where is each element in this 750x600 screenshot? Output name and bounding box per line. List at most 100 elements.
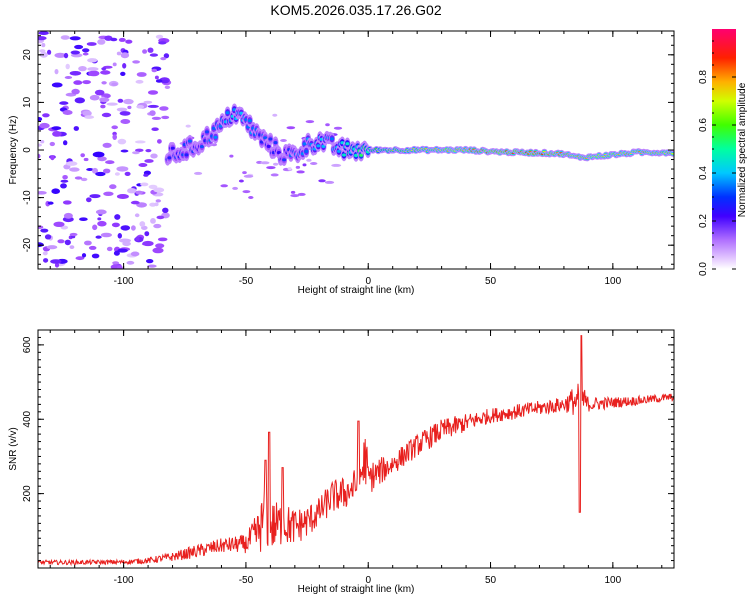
spectrogram-ridge-core <box>187 139 192 143</box>
spectrogram-noise-blob <box>143 100 153 104</box>
spectrogram-noise-blob <box>117 233 123 239</box>
spectrogram-xtick-label: -50 <box>239 276 254 287</box>
spectrogram-noise-blob <box>101 112 112 118</box>
spectrogram-noise-blob <box>127 188 137 194</box>
spectrogram-ytick-label: 10 <box>22 96 33 108</box>
spectrogram-noise-blob <box>87 67 99 71</box>
snr-xlabel: Height of straight line (km) <box>298 584 415 595</box>
spectrogram-noise-blob <box>60 179 69 183</box>
spectrogram-noise-blob <box>51 82 63 88</box>
spectrogram-noise-blob <box>120 52 130 59</box>
spectrogram-ylabel: Frequency (Hz) <box>8 116 19 185</box>
spectrogram-noise-blob <box>260 161 270 165</box>
colorbar-tick-label: 0.0 <box>698 262 709 276</box>
spectrogram-noise-blob <box>123 98 134 105</box>
snr-ytick-label: 400 <box>22 410 33 427</box>
colorbar-tick-label: 0.2 <box>698 214 709 228</box>
spectrogram-noise-blob <box>42 113 50 118</box>
spectrogram-noise-blob <box>155 243 165 249</box>
spectrogram-noise-blob <box>102 142 112 148</box>
spectrogram-noise-blob <box>114 214 121 220</box>
spectrogram-noise-blob <box>157 139 162 144</box>
spectrogram-noise-blob <box>114 172 120 176</box>
spectrogram-noise-blob <box>92 224 98 231</box>
spectrogram-noise-blob <box>287 167 292 171</box>
spectrogram-ridge-core <box>276 151 281 155</box>
spectrogram-noise-blob <box>272 113 278 117</box>
spectrogram-noise-blob <box>109 184 117 190</box>
spectrogram-noise-blob <box>84 240 92 246</box>
spectrogram-noise-blob <box>80 177 88 182</box>
spectrogram-noise-blob <box>38 143 42 147</box>
spectrogram-noise-blob <box>74 176 83 180</box>
spectrogram-noise-blob <box>318 179 326 183</box>
spectrogram-ridge-core <box>336 149 341 153</box>
spectrogram-noise-blob <box>69 71 82 76</box>
spectrogram-noise-blob <box>155 34 164 39</box>
spectrogram-noise-blob <box>132 151 140 155</box>
spectrogram-noise-blob <box>112 261 119 265</box>
spectrogram-noise-blob <box>39 122 50 129</box>
spectrogram-noise-blob <box>65 161 78 166</box>
spectrogram-noise-blob <box>81 253 87 258</box>
spectrogram-noise-blob <box>117 138 127 145</box>
spectrogram-noise-blob <box>154 75 159 80</box>
spectrogram-noise-blob <box>70 50 81 55</box>
spectrogram-noise-blob <box>92 151 105 158</box>
spectrogram-noise-blob <box>100 70 111 75</box>
spectrogram-noise-blob <box>40 140 45 144</box>
spectrogram-noise-blob <box>111 222 120 228</box>
spectrogram-ridge-core <box>345 142 350 146</box>
spectrogram-ytick-label: 0 <box>22 147 33 153</box>
spectrogram-noise-blob <box>64 76 73 79</box>
spectrogram-noise-blob <box>38 36 47 41</box>
spectrogram-noise-blob <box>117 98 124 103</box>
spectrogram-noise-blob <box>151 127 159 131</box>
spectrogram-noise-blob <box>112 62 117 67</box>
spectrogram-noise-blob <box>302 163 307 167</box>
spectrogram-noise-blob <box>116 166 129 172</box>
spectrogram-noise-blob <box>143 173 149 177</box>
spectrogram-noise-blob <box>71 88 80 95</box>
spectrogram-noise-blob <box>158 41 167 45</box>
spectrogram-noise-blob <box>116 194 129 199</box>
spectrogram-noise-blob <box>154 202 159 207</box>
spectrogram-ridge-core <box>263 136 268 140</box>
spectrogram-noise-blob <box>150 218 156 224</box>
snr-xtick-label: 100 <box>605 575 622 586</box>
spectrogram-noise-blob <box>273 162 279 166</box>
spectrogram-noise-blob <box>151 68 158 73</box>
spectrogram-noise-blob <box>149 53 158 57</box>
spectrogram-noise-blob <box>57 239 65 244</box>
spectrogram-noise-blob <box>50 155 55 161</box>
spectrogram-noise-blob <box>296 170 305 174</box>
spectrogram-noise-blob <box>111 125 118 130</box>
snr-ylabel: SNR (v/v) <box>8 427 19 470</box>
spectrogram-noise-blob <box>69 167 80 172</box>
spectrogram-noise-blob <box>122 241 131 247</box>
spectrogram-noise-blob <box>94 89 105 96</box>
colorbar-tick-label: 0.4 <box>698 166 709 180</box>
spectrogram-ridge-core <box>670 153 674 155</box>
spectrogram-noise-blob <box>120 71 126 76</box>
colorbar-label: Normalized spectral amplitude <box>737 82 748 217</box>
spectrogram-noise-blob <box>127 105 132 110</box>
snr-ytick-label: 600 <box>22 336 33 353</box>
spectrogram-noise-blob <box>295 165 301 169</box>
spectrogram-xtick-label: 100 <box>605 276 622 287</box>
spectrogram-noise-blob <box>280 139 287 142</box>
colorbar-tick-label: 0.8 <box>698 70 709 84</box>
spectrogram-noise-blob <box>54 69 59 75</box>
spectrogram-noise-blob <box>54 262 60 268</box>
spectrogram-noise-blob <box>100 104 106 109</box>
spectrogram-noise-blob <box>106 102 118 106</box>
spectrogram-ridge-core <box>268 137 273 141</box>
spectrogram-noise-blob <box>159 106 169 111</box>
spectrogram-noise-blob <box>144 159 154 163</box>
spectrogram-noise-blob <box>135 79 144 84</box>
spectrogram-noise-blob <box>113 250 120 256</box>
spectrogram-noise-blob <box>161 79 169 84</box>
spectrogram-noise-blob <box>39 49 46 53</box>
spectrogram-noise-blob <box>135 148 144 152</box>
